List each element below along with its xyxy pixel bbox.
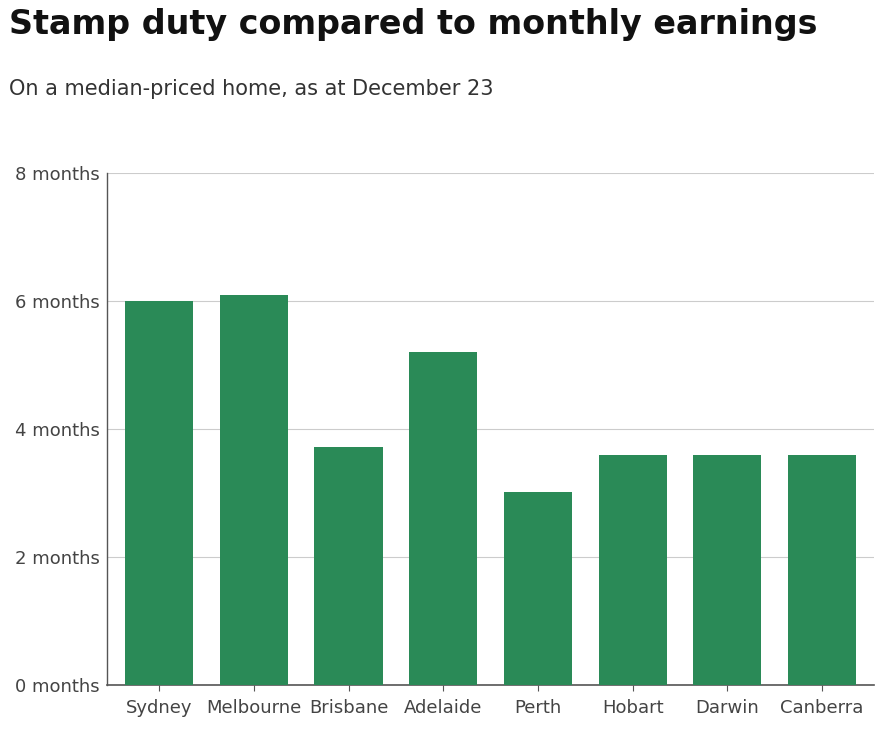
Bar (409, 352, 477, 685)
Bar (599, 455, 666, 685)
Bar (504, 492, 572, 685)
Text: Stamp duty compared to monthly earnings: Stamp duty compared to monthly earnings (9, 8, 817, 41)
Text: On a median-priced home, as at December 23: On a median-priced home, as at December … (9, 79, 493, 99)
Bar (125, 301, 194, 685)
Bar (219, 294, 288, 685)
Bar (693, 455, 762, 685)
Bar (788, 455, 856, 685)
Bar (315, 447, 383, 685)
